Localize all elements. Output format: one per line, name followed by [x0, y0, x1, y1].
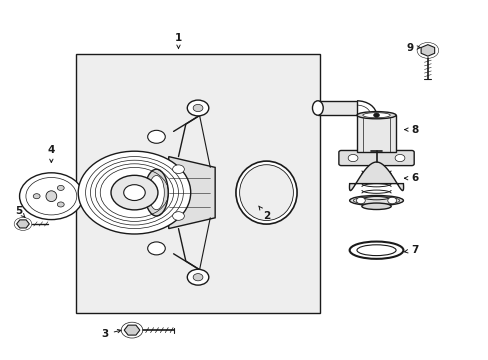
- Circle shape: [123, 185, 145, 201]
- Ellipse shape: [352, 197, 399, 204]
- Ellipse shape: [148, 175, 164, 210]
- Text: 2: 2: [258, 206, 269, 221]
- Text: 1: 1: [175, 33, 182, 49]
- Polygon shape: [168, 157, 215, 229]
- Text: 4: 4: [47, 145, 55, 162]
- Text: 9: 9: [406, 42, 420, 53]
- Ellipse shape: [356, 112, 395, 119]
- Ellipse shape: [144, 169, 168, 216]
- Ellipse shape: [312, 101, 323, 115]
- Ellipse shape: [239, 165, 293, 220]
- Text: 6: 6: [404, 173, 417, 183]
- Polygon shape: [356, 115, 395, 152]
- Circle shape: [172, 165, 184, 174]
- Polygon shape: [317, 101, 356, 115]
- Circle shape: [147, 130, 165, 143]
- Circle shape: [373, 113, 379, 117]
- Circle shape: [347, 154, 357, 162]
- Ellipse shape: [362, 113, 389, 118]
- Ellipse shape: [361, 203, 390, 210]
- Circle shape: [111, 175, 158, 210]
- Circle shape: [33, 194, 40, 199]
- Circle shape: [20, 173, 83, 220]
- Circle shape: [26, 177, 77, 215]
- Circle shape: [394, 154, 404, 162]
- Text: 5: 5: [15, 206, 25, 217]
- Text: 7: 7: [404, 245, 418, 255]
- Ellipse shape: [356, 245, 395, 256]
- Circle shape: [57, 185, 64, 190]
- Circle shape: [193, 104, 203, 112]
- Circle shape: [193, 274, 203, 281]
- Ellipse shape: [349, 242, 403, 259]
- Circle shape: [172, 212, 184, 220]
- Text: 3: 3: [102, 329, 121, 339]
- Ellipse shape: [236, 161, 297, 224]
- Bar: [76, 54, 320, 313]
- FancyBboxPatch shape: [338, 150, 413, 166]
- Circle shape: [187, 269, 208, 285]
- Circle shape: [147, 242, 165, 255]
- Circle shape: [78, 151, 190, 234]
- Text: 8: 8: [404, 125, 417, 135]
- Ellipse shape: [46, 191, 57, 202]
- Polygon shape: [349, 162, 403, 190]
- Ellipse shape: [349, 195, 403, 206]
- Circle shape: [57, 202, 64, 207]
- Circle shape: [187, 100, 208, 116]
- Circle shape: [356, 197, 365, 204]
- Circle shape: [387, 197, 396, 204]
